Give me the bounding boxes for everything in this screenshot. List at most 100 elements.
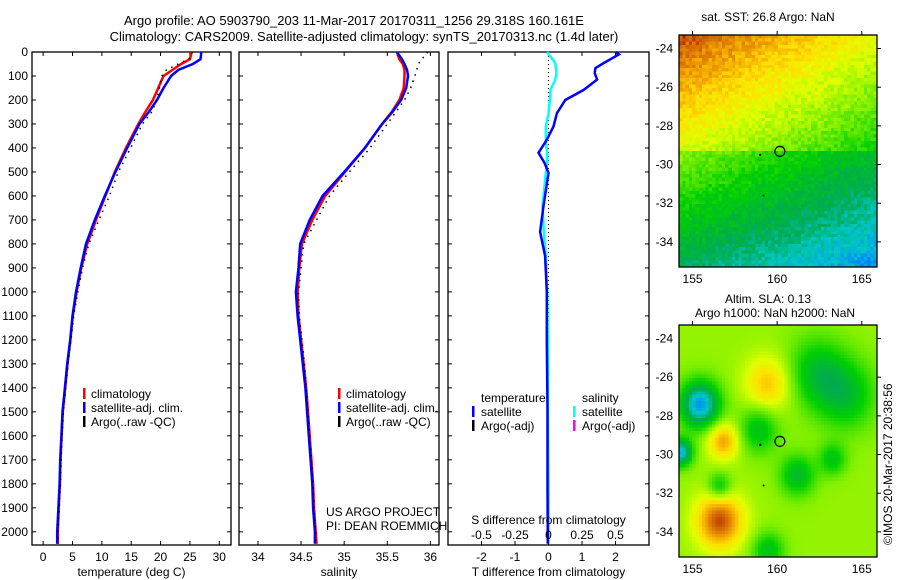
y-tick-label: -26 — [656, 80, 674, 94]
y-tick-label: 1300 — [1, 357, 28, 371]
legend-label: satellite — [582, 405, 623, 419]
x-tick-label: 165 — [852, 562, 872, 576]
series-satellite-adj-clim- — [294, 51, 410, 544]
argo-track-point — [762, 194, 765, 197]
x2-tick-label: 0.25 — [570, 528, 594, 542]
sla-map-raster — [679, 325, 877, 557]
y-tick-label: -24 — [656, 42, 674, 56]
x2-axis-label: S difference from climatology — [471, 513, 626, 527]
legend-label: climatology — [91, 387, 151, 401]
y-tick-label: 900 — [8, 261, 28, 275]
title-line1: Argo profile: AO 5903790_203 11-Mar-2017… — [124, 13, 584, 28]
y-tick-label: -34 — [656, 525, 674, 539]
y-tick-label: 1500 — [1, 405, 28, 419]
x-tick-label: 160 — [767, 562, 787, 576]
sla-map-axes: 155 160 165 -24 -26 -28 -30 -32 -34 Altim. SLA: 0… — [656, 292, 881, 576]
x-tick-label: 34 — [251, 550, 265, 564]
y-tick-label: -26 — [656, 370, 674, 384]
map-title: sat. SST: 26.8 Argo: NaN — [701, 10, 834, 24]
legend-header-temperature: temperature — [481, 391, 546, 405]
y-tick-label: -30 — [656, 448, 674, 462]
x-tick-label: 160 — [767, 272, 787, 286]
legend-swatch — [83, 388, 86, 399]
project-label: US ARGO PROJECT — [326, 505, 441, 519]
y-tick-label: 1100 — [2, 309, 28, 323]
y-tick-label: -32 — [656, 486, 674, 500]
y-tick-label: 600 — [8, 189, 28, 203]
x-tick-label: 2 — [612, 550, 619, 564]
x-tick-label: 20 — [154, 550, 168, 564]
x-tick-label: 34.5 — [289, 550, 313, 564]
x-tick-label: 35.5 — [376, 550, 400, 564]
legend-swatch — [573, 420, 576, 431]
x-tick-label: -1 — [510, 550, 521, 564]
y-tick-label: 500 — [8, 165, 28, 179]
map-title-line1: Altim. SLA: 0.13 — [725, 292, 811, 306]
pi-label: PI: DEAN ROEMMICH — [326, 519, 447, 533]
y-tick-label: 200 — [8, 93, 28, 107]
x-tick-label: 0 — [545, 550, 552, 564]
map-frame — [678, 34, 878, 268]
difference-panel: -2 -1 0 1 2T difference from climatology -0.5… — [447, 50, 650, 579]
legend-label: Argo(..raw -QC) — [91, 415, 176, 429]
argo-position-marker — [774, 145, 786, 157]
plot-frame — [31, 51, 232, 546]
x2-tick-label: 0 — [545, 528, 552, 542]
y-tick-label: 1600 — [1, 429, 28, 443]
series-climatology — [56, 52, 193, 544]
salinity-panel: 34 34.5 35 35.5 36 salinity climatologysatelli… — [238, 51, 447, 579]
x-tick-label: 0 — [40, 550, 47, 564]
legend-label: Argo(..raw -QC) — [346, 415, 431, 429]
x-axis-label: salinity — [321, 565, 358, 579]
y-tick-label: 1000 — [1, 285, 28, 299]
y-tick-label: 0 — [21, 45, 28, 59]
x-tick-label: 165 — [852, 272, 872, 286]
x2-tick-label: -0.25 — [501, 528, 529, 542]
y-tick-label: 100 — [8, 69, 28, 83]
y-tick-label: -32 — [656, 196, 674, 210]
y-tick-label: 1200 — [1, 333, 28, 347]
series-temperature-satellite — [537, 50, 622, 544]
legend-label: Argo(-adj) — [582, 419, 635, 433]
x-tick-label: 1 — [579, 550, 586, 564]
x-tick-label: 30 — [213, 550, 227, 564]
legend-swatch — [472, 406, 475, 417]
y-tick-label: -28 — [656, 409, 674, 423]
title-line2: Climatology: CARS2009. Satellite-adjuste… — [110, 29, 619, 44]
x-tick-label: 36 — [424, 550, 438, 564]
legend-swatch — [338, 416, 341, 427]
x-tick-label: -2 — [476, 550, 487, 564]
legend-swatch — [83, 416, 86, 427]
series-argo-raw-qc- — [297, 51, 429, 544]
map-title-line2: Argo h1000: NaN h2000: NaN — [695, 306, 855, 320]
credit-timestamp: ©IMOS 20-Mar-2017 20:38:56 — [881, 383, 895, 545]
x-tick-label: 10 — [95, 550, 109, 564]
legend-label: satellite-adj. clim. — [346, 401, 438, 415]
y-tick-label: 800 — [8, 237, 28, 251]
legend-label: satellite-adj. clim. — [91, 401, 183, 415]
y-tick-label: 700 — [8, 213, 28, 227]
legend-label: satellite — [481, 405, 522, 419]
x2-tick-label: 0.5 — [607, 528, 624, 542]
legend-swatch — [338, 388, 341, 399]
argo-position-marker — [774, 435, 786, 447]
x-tick-label: 25 — [183, 550, 197, 564]
legend-swatch — [573, 406, 576, 417]
y-tick-label: -30 — [656, 158, 674, 172]
x-tick-label: 155 — [683, 272, 703, 286]
y-tick-label: -28 — [656, 119, 674, 133]
y-tick-label: -24 — [656, 332, 674, 346]
legend-swatch — [472, 420, 475, 431]
legend-label: Argo(-adj) — [481, 419, 534, 433]
legend-swatch — [338, 402, 341, 413]
y-tick-label: -34 — [656, 235, 674, 249]
x2-tick-label: -0.5 — [471, 528, 492, 542]
sst-map-axes: 155 160 165 -24 -26 -28 -30 -32 -34 sat. SST: 26.… — [656, 10, 881, 286]
argo-track-point — [759, 153, 762, 157]
legend-label: climatology — [346, 387, 406, 401]
legend-swatch — [83, 402, 86, 413]
x-tick-label: 15 — [125, 550, 139, 564]
series-climatology — [296, 52, 406, 544]
argo-track-point — [762, 484, 765, 487]
y-tick-label: 300 — [8, 117, 28, 131]
